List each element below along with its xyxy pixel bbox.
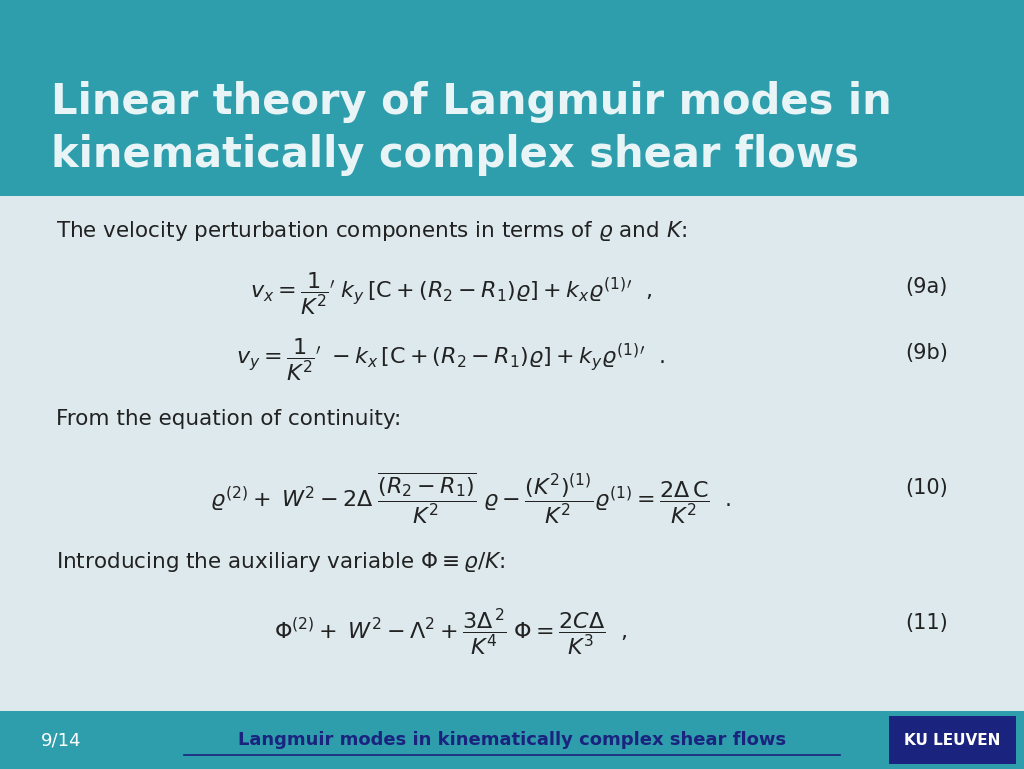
Text: Introducing the auxiliary variable $\Phi \equiv \varrho/K$:: Introducing the auxiliary variable $\Phi… <box>56 550 506 574</box>
Text: Langmuir modes in kinematically complex shear flows: Langmuir modes in kinematically complex … <box>238 731 786 749</box>
Text: $\varrho^{(2)} +\; W^2 - 2\Delta\;\dfrac{\overline{(R_2 - R_1)}}{K^2}\;\varrho -: $\varrho^{(2)} +\; W^2 - 2\Delta\;\dfrac… <box>210 471 732 526</box>
Text: (9b): (9b) <box>905 343 948 363</box>
Text: $v_y = \dfrac{1}{K^2}{}^{\prime}\; -k_x\,[\mathrm{C} + (R_2 - R_1)\varrho] + k_y: $v_y = \dfrac{1}{K^2}{}^{\prime}\; -k_x\… <box>237 337 665 384</box>
FancyBboxPatch shape <box>0 711 1024 769</box>
Text: KU LEUVEN: KU LEUVEN <box>904 733 1000 747</box>
Text: (11): (11) <box>905 613 948 633</box>
Text: $v_x = \dfrac{1}{K^2}{}^{\prime}\; k_y\,[\mathrm{C} + (R_2 - R_1)\varrho] + k_x\: $v_x = \dfrac{1}{K^2}{}^{\prime}\; k_y\,… <box>250 271 651 318</box>
Text: $\Phi^{(2)} +\; W^2 - \Lambda^2 + \dfrac{3\Delta^{\,2}}{K^4}\;\Phi = \dfrac{2C\D: $\Phi^{(2)} +\; W^2 - \Lambda^2 + \dfrac… <box>273 606 628 657</box>
Text: The velocity perturbation components in terms of $\varrho$ and $K$:: The velocity perturbation components in … <box>56 219 687 243</box>
Text: From the equation of continuity:: From the equation of continuity: <box>56 409 401 429</box>
Text: 9/14: 9/14 <box>41 731 82 749</box>
Text: Linear theory of Langmuir modes in
kinematically complex shear flows: Linear theory of Langmuir modes in kinem… <box>51 81 892 176</box>
FancyBboxPatch shape <box>889 716 1016 764</box>
Text: (9a): (9a) <box>905 277 948 297</box>
Text: (10): (10) <box>905 478 948 498</box>
FancyBboxPatch shape <box>0 0 1024 196</box>
